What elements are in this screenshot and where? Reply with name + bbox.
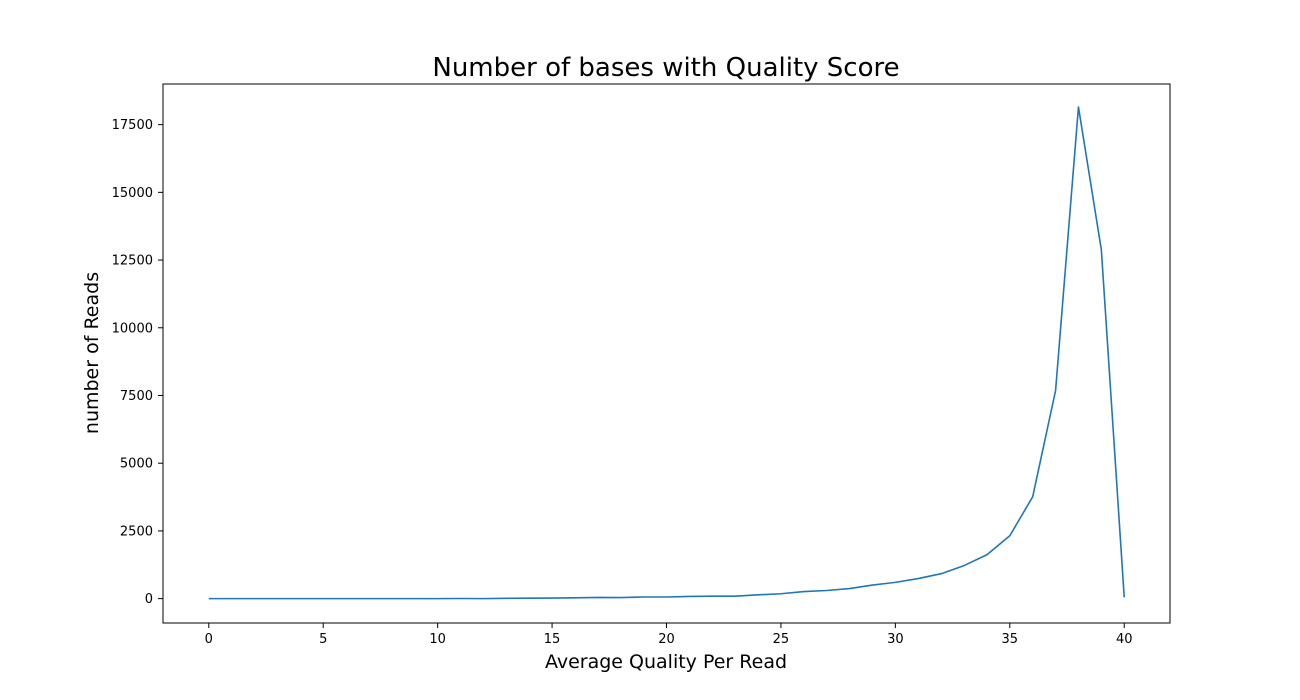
plot-area: [162, 83, 1171, 624]
x-tick-label: 40: [1116, 632, 1133, 647]
x-axis: 0 5 10 15 20 25 30 35 40: [205, 623, 1133, 647]
x-tick-label: 35: [1002, 632, 1019, 647]
x-tick-label: 5: [319, 632, 327, 647]
x-tick-label: 10: [429, 632, 446, 647]
x-axis-label: Average Quality Per Read: [545, 651, 787, 673]
y-tick-label: 15000: [112, 186, 153, 201]
y-tick-label: 2500: [120, 524, 153, 539]
chart-title: Number of bases with Quality Score: [432, 53, 899, 83]
y-tick-label: 12500: [112, 254, 153, 269]
series-layer: [208, 106, 1126, 600]
series-line: [208, 106, 1126, 600]
y-tick-label: 0: [145, 592, 153, 607]
y-tick-label: 10000: [112, 321, 153, 336]
y-axis-label: number of Reads: [81, 272, 103, 434]
x-tick-label: 25: [773, 632, 790, 647]
x-tick-label: 15: [544, 632, 561, 647]
x-tick-label: 0: [205, 632, 213, 647]
y-tick-label: 5000: [120, 457, 153, 472]
x-tick-label: 30: [887, 632, 904, 647]
y-axis: 0 2500 5000 7500 10000 12500 15000 17500: [112, 118, 163, 607]
y-tick-label: 17500: [112, 118, 153, 133]
y-tick-label: 7500: [120, 389, 153, 404]
x-tick-label: 20: [658, 632, 675, 647]
